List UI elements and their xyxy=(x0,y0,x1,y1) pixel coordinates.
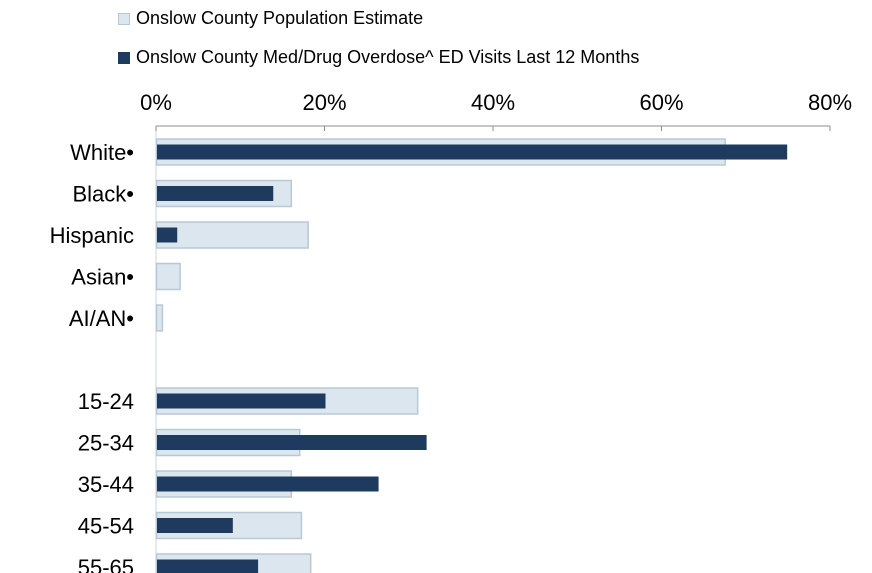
bar-overdose-visits xyxy=(157,476,379,492)
bar-overdose-visits xyxy=(157,144,788,160)
category-label: Black• xyxy=(73,182,135,207)
bar-overdose-visits xyxy=(157,518,233,533)
chart-legend: Onslow County Population Estimate Onslow… xyxy=(118,6,639,84)
bar-overdose-visits xyxy=(157,435,427,450)
category-label: 55-65 xyxy=(78,555,134,573)
bar-overdose-visits xyxy=(157,186,274,201)
x-tick-label: 20% xyxy=(302,90,346,115)
legend-label-population: Onslow County Population Estimate xyxy=(136,8,424,28)
x-tick-label: 80% xyxy=(808,90,852,115)
category-label: 35-44 xyxy=(78,472,134,497)
legend-label-overdose: Onslow County Med/Drug Overdose^ ED Visi… xyxy=(136,47,640,67)
x-tick-label: 40% xyxy=(471,90,515,115)
x-tick-label: 60% xyxy=(639,90,683,115)
bar-population xyxy=(155,221,309,249)
legend-swatch-overdose xyxy=(118,51,130,64)
category-label: 15-24 xyxy=(78,389,134,414)
bar-overdose-visits xyxy=(157,559,259,573)
category-label: White• xyxy=(70,140,134,165)
legend-item-overdose: Onslow County Med/Drug Overdose^ ED Visi… xyxy=(118,45,639,70)
category-label: 45-54 xyxy=(78,514,134,539)
legend-item-population: Onslow County Population Estimate xyxy=(118,6,639,31)
bar-population xyxy=(155,262,181,291)
category-label: Hispanic xyxy=(50,223,134,248)
x-tick-label: 0% xyxy=(140,90,172,115)
category-label: Asian• xyxy=(71,265,134,290)
bar-overdose-visits xyxy=(157,393,326,409)
legend-swatch-population xyxy=(118,12,130,25)
category-label: AI/AN• xyxy=(69,306,134,331)
bar-population xyxy=(155,304,164,332)
bar-overdose-visits xyxy=(157,227,178,243)
category-label: 25-34 xyxy=(78,431,134,456)
